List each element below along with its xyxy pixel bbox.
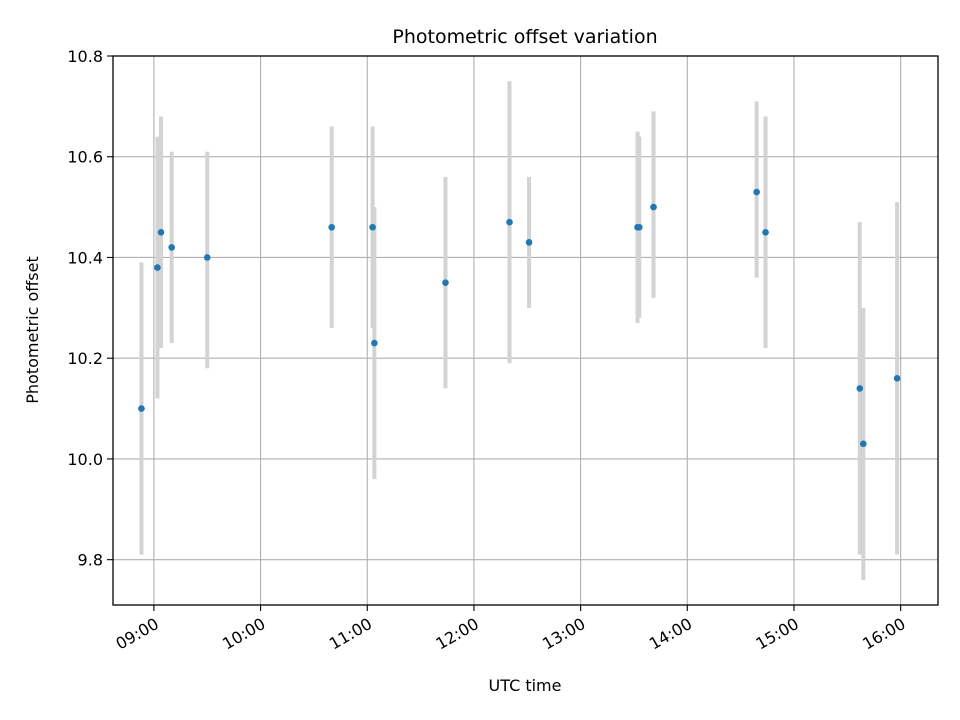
y-axis-ticks: 9.8 10.0 10.2 10.4 10.6 10.8 xyxy=(67,47,113,570)
y-tick-label: 10.2 xyxy=(67,349,103,368)
data-point xyxy=(203,254,211,261)
data-point xyxy=(525,239,533,246)
data-point xyxy=(168,244,175,251)
data-point xyxy=(371,339,378,347)
data-point xyxy=(154,264,161,271)
data-point xyxy=(442,279,449,286)
x-tick-label: 12:00 xyxy=(433,614,482,654)
x-axis-label: UTC time xyxy=(489,676,562,695)
chart-title: Photometric offset variation xyxy=(392,26,657,48)
data-point xyxy=(506,218,513,226)
y-axis-label: Photometric offset xyxy=(23,256,42,404)
data-point xyxy=(753,188,760,196)
y-tick-label: 10.6 xyxy=(67,148,103,167)
x-tick-label: 13:00 xyxy=(539,614,588,654)
x-tick-label: 14:00 xyxy=(646,614,695,654)
data-point xyxy=(157,228,165,236)
y-tick-label: 10.4 xyxy=(67,248,103,267)
data-point xyxy=(328,223,335,231)
x-tick-label: 15:00 xyxy=(753,614,802,654)
data-point xyxy=(762,228,769,236)
x-axis-ticks: 09:00 10:00 11:00 12:00 13:00 14:00 15:00 16:00 xyxy=(112,605,909,654)
data-point xyxy=(369,223,376,231)
data-point xyxy=(635,223,643,231)
data-point xyxy=(138,405,145,412)
x-tick-label: 16:00 xyxy=(859,614,908,654)
data-point xyxy=(856,385,864,392)
plot-background xyxy=(113,56,938,605)
x-tick-label: 10:00 xyxy=(219,614,268,654)
y-tick-label: 9.8 xyxy=(78,551,103,570)
data-point xyxy=(650,203,657,211)
data-markers xyxy=(138,188,901,448)
x-tick-label: 09:00 xyxy=(112,614,161,654)
plot-frame xyxy=(112,55,939,606)
x-tick-label: 11:00 xyxy=(326,614,375,654)
data-point xyxy=(860,440,867,448)
data-point xyxy=(893,375,901,382)
y-tick-label: 10.0 xyxy=(67,450,103,469)
y-tick-label: 10.8 xyxy=(67,47,103,66)
